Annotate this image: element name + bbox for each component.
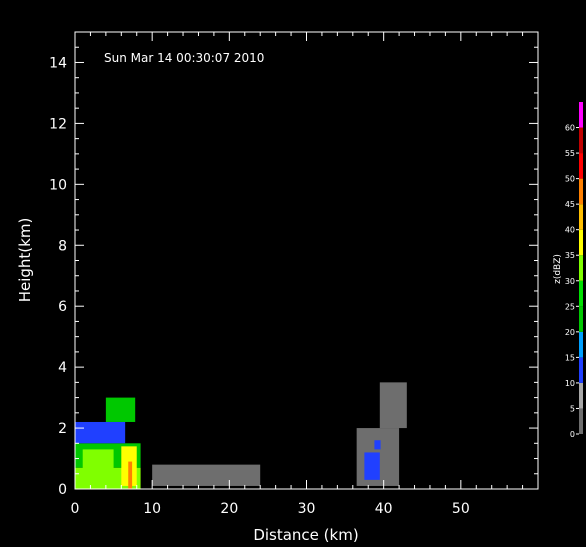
colorbar-swatch-2 [579, 357, 583, 383]
echo-region-6 [128, 461, 133, 489]
colorbar-swatch-0 [579, 408, 583, 434]
y-tick-label: 6 [58, 299, 67, 315]
colorbar-swatch-11 [579, 127, 583, 154]
colorbar-tick-label: 50 [565, 175, 575, 184]
colorbar-tick-label: 60 [565, 124, 575, 133]
echo-region-9 [379, 382, 407, 429]
colorbar-swatch-1 [579, 382, 583, 409]
echo-region-11 [374, 440, 381, 450]
colorbar-swatch-8 [579, 204, 583, 230]
colorbar-tick-label: 55 [565, 149, 575, 158]
echo-region-3 [105, 397, 136, 422]
colorbar-tick-label: 10 [565, 379, 575, 388]
colorbar-swatch-4 [579, 306, 583, 332]
y-tick-label: 14 [49, 55, 67, 71]
colorbar-title: z(dBZ) [553, 254, 563, 284]
colorbar-swatch-7 [579, 229, 583, 256]
x-tick-label: 20 [220, 501, 238, 517]
colorbar-swatch-5 [579, 280, 583, 307]
x-axis-title: Distance (km) [253, 526, 358, 544]
colorbar-tick-label: 35 [565, 251, 575, 260]
timestamp-label: Sun Mar 14 00:30:07 2010 [104, 51, 264, 65]
colorbar-swatch-9 [579, 178, 583, 205]
colorbar-tick-label: 15 [565, 353, 575, 362]
echo-layer [75, 382, 407, 489]
colorbar-swatch-10 [579, 153, 583, 179]
y-tick-label: 12 [49, 116, 67, 132]
y-axis-title: Height(km) [16, 218, 34, 303]
x-tick-label: 30 [298, 501, 316, 517]
colorbar-tick-label: 45 [565, 200, 575, 209]
y-tick-label: 10 [49, 177, 67, 193]
colorbar-tick-label: 5 [570, 404, 575, 413]
colorbar-swatch-3 [579, 331, 583, 358]
x-tick-label: 0 [71, 501, 80, 517]
y-tick-label: 8 [58, 238, 67, 254]
echo-region-7 [152, 464, 261, 486]
colorbar-tick-label: 20 [565, 328, 575, 337]
colorbar-tick-label: 40 [565, 226, 575, 235]
tick-layer: 0 10 20 30 40 50 0 2 4 6 8 10 12 14 [49, 31, 539, 517]
echo-region-10 [364, 452, 380, 480]
y-tick-label: 0 [58, 482, 67, 498]
x-tick-label: 10 [143, 501, 161, 517]
echo-region-4 [82, 449, 114, 480]
colorbar-swatch-12 [579, 102, 583, 128]
colorbar-tick-label: 25 [565, 302, 575, 311]
colorbar-tick-label: 30 [565, 277, 575, 286]
colorbar-tick-label: 0 [570, 430, 575, 439]
colorbar: 0 5 10 15 20 25 30 35 40 45 50 55 60 [565, 102, 583, 439]
colorbar-swatch-6 [579, 255, 583, 281]
x-tick-label: 40 [375, 501, 393, 517]
echo-region-2 [75, 421, 126, 444]
x-tick-label: 50 [452, 501, 470, 517]
y-tick-label: 4 [58, 360, 67, 376]
y-tick-label: 2 [58, 421, 67, 437]
